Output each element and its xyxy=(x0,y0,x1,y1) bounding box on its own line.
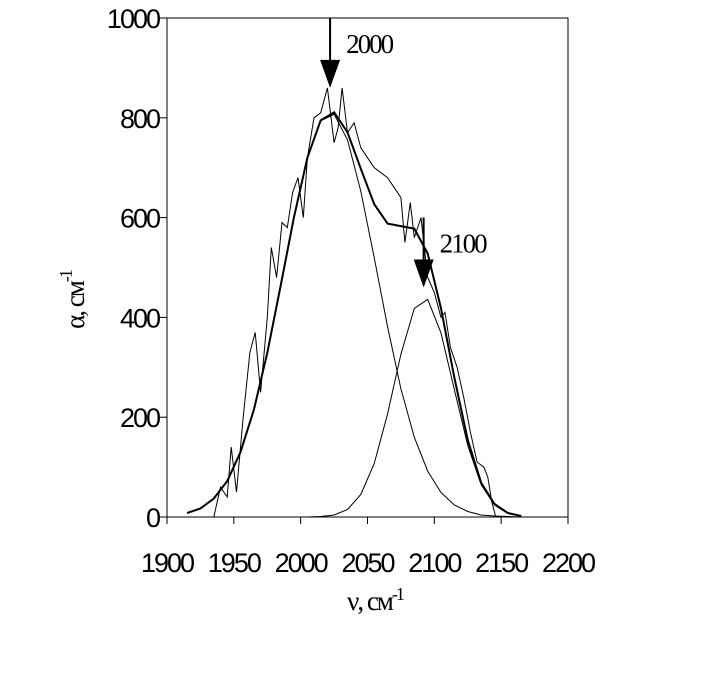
y-label-main: α, см xyxy=(60,280,90,329)
y-tick-label: 200 xyxy=(120,403,160,433)
y-label-sup: -1 xyxy=(56,270,76,282)
y-tick-label: 0 xyxy=(146,503,160,533)
x-tick-label: 1950 xyxy=(208,548,261,578)
x-tick-label: 2200 xyxy=(542,548,595,578)
y-tick-label: 800 xyxy=(120,104,160,134)
plot-frame xyxy=(166,17,569,518)
x-tick-label: 2100 xyxy=(408,548,461,578)
annotation-arrowhead xyxy=(320,59,341,88)
x-tick-label: 2000 xyxy=(275,548,328,578)
annotation-label: 2100 xyxy=(440,228,488,258)
y-tick-label: 1000 xyxy=(107,4,160,34)
annotation-arrowhead xyxy=(413,259,434,288)
series-line xyxy=(186,113,522,518)
y-label-text: α, см-1 xyxy=(56,270,90,329)
x-axis-label: ν, см-1 xyxy=(347,584,404,616)
y-axis-label: α, см-1 xyxy=(56,270,90,329)
series-line xyxy=(187,298,522,518)
x-tick-label: 2150 xyxy=(475,548,528,578)
y-tick-label: 400 xyxy=(120,303,160,333)
x-tick-label: 2050 xyxy=(341,548,394,578)
x-label-sup: -1 xyxy=(392,584,404,604)
x-tick-label: 1900 xyxy=(141,548,194,578)
x-label-main: ν, см xyxy=(347,586,394,616)
y-tick-label: 600 xyxy=(120,204,160,234)
annotation-label: 2000 xyxy=(346,29,394,59)
